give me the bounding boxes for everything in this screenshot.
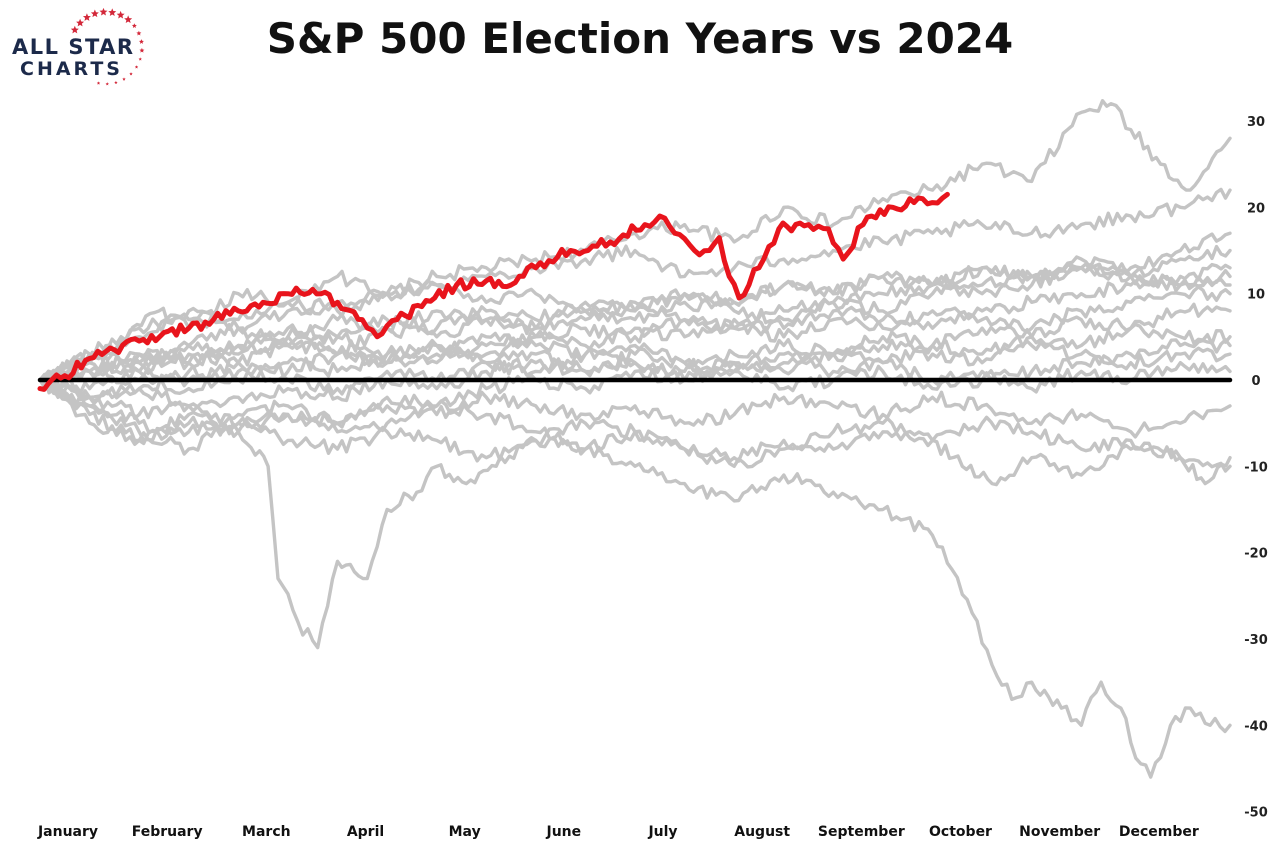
all-star-charts-logo: ALL STAR CHARTS [12,8,145,86]
y-axis-ticks: 30 20 10 0 -10 -20 -30 -40 -50 [1244,115,1268,821]
y-tick-label: -20 [1244,547,1268,562]
series-line-election-year-q [38,262,1232,385]
star-icon [134,65,139,69]
star-icon [124,15,133,24]
series-line-election-year-p [38,323,1232,393]
series-line-election-year-b [38,187,1232,382]
star-icon [116,10,125,19]
y-tick-label: -10 [1244,460,1268,475]
star-icon [122,77,126,81]
y-tick-label: -40 [1244,719,1268,734]
x-tick-label: April [347,824,384,840]
series-line-election-year-i [38,322,1232,438]
x-tick-label: November [1019,824,1100,840]
star-icon [90,9,99,18]
y-tick-label: 20 [1247,201,1265,216]
logo-stars-icon [70,8,145,86]
x-tick-label: December [1119,824,1199,840]
star-icon [82,13,91,21]
y-tick-label: 10 [1247,288,1265,303]
star-icon [108,8,117,16]
x-tick-label: September [818,824,905,840]
series-line-election-year-j [38,338,1232,413]
y-tick-label: -30 [1244,633,1268,648]
series-layer [37,99,1233,779]
x-tick-label: February [132,824,203,840]
x-axis-ticks: January February March April May June July Augu… [37,824,1199,840]
star-icon [129,72,133,76]
x-tick-label: May [449,824,481,840]
star-icon [114,80,118,85]
logo-line-2: CHARTS [20,58,123,80]
star-icon [76,18,85,27]
star-icon [131,23,137,28]
x-tick-label: October [929,824,992,840]
x-tick-label: March [242,824,291,840]
star-icon [139,47,145,53]
star-icon [105,82,109,86]
star-icon [136,30,142,36]
x-tick-label: August [734,824,790,840]
star-icon [70,25,79,34]
x-tick-label: June [546,824,582,840]
star-icon [138,57,142,61]
y-tick-label: 30 [1247,115,1265,130]
chart-title: S&P 500 Election Years vs 2024 [266,14,1014,63]
series-line-election-year-n [38,377,1232,650]
series-2024-line [37,191,950,392]
y-tick-label: -50 [1244,806,1268,821]
logo-line-1: ALL STAR [12,35,135,59]
x-tick-label: January [37,824,98,840]
star-icon [96,81,101,85]
star-icon [99,8,108,16]
series-line-election-year-o [38,376,1232,779]
x-tick-label: July [647,824,677,840]
star-icon [138,39,144,44]
y-tick-label: 0 [1251,374,1260,389]
